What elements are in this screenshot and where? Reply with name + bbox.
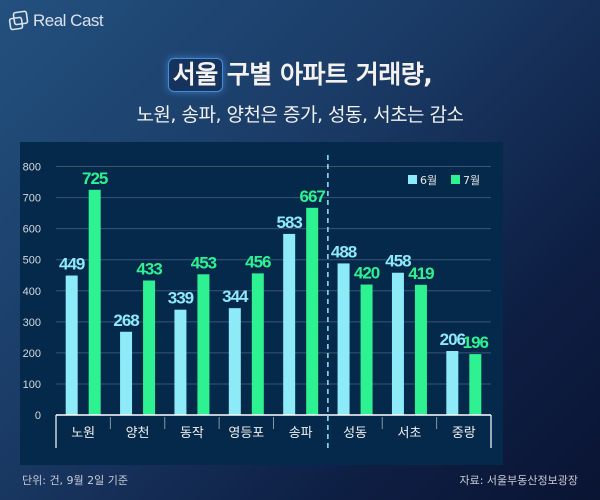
data-label: 419 <box>408 264 434 283</box>
legend-label-july: 7월 <box>463 174 480 187</box>
data-label: 458 <box>385 252 411 271</box>
bars <box>65 189 482 415</box>
y-axis-ticks: 0 100 200 300 400 500 600 700 800 <box>23 162 41 423</box>
y-tick-label: 500 <box>23 255 41 267</box>
bar-june <box>120 331 133 415</box>
bar-july <box>306 207 319 415</box>
x-tick-label: 중랑 <box>452 426 476 441</box>
y-tick-label: 0 <box>35 410 41 422</box>
unit-note: 단위: 건, 9월 2일 기준 <box>22 474 129 487</box>
y-tick-label: 300 <box>23 317 41 329</box>
data-label: 449 <box>59 255 85 274</box>
bar-june <box>283 233 296 415</box>
page-subtitle: 노원, 송파, 양천은 증가, 성동, 서초는 감소 <box>136 104 464 126</box>
x-tick-label: 서초 <box>397 426 421 441</box>
y-tick-label: 800 <box>23 162 41 174</box>
x-tick-label: 성동 <box>343 426 367 441</box>
bar-july <box>251 273 264 415</box>
title-highlight: 서울 <box>167 58 223 92</box>
legend-label-june: 6월 <box>420 174 437 187</box>
bar-july <box>143 280 156 415</box>
legend: 6월 7월 <box>408 174 480 187</box>
bar-july <box>88 189 101 415</box>
data-label: 420 <box>354 264 380 283</box>
source-note: 자료: 서울부동산정보광장 <box>459 474 578 487</box>
realcast-logo-icon <box>8 10 29 31</box>
data-label: 339 <box>168 289 194 308</box>
bar-july <box>469 354 482 415</box>
bar-july <box>197 274 210 415</box>
data-label: 196 <box>463 333 489 352</box>
page-title: 서울 구별 아파트 거래량, <box>0 55 600 92</box>
y-tick-label: 700 <box>23 193 41 205</box>
x-tick-label: 양천 <box>126 426 150 441</box>
x-tick-label: 송파 <box>289 426 313 441</box>
legend-swatch-july <box>451 175 460 184</box>
data-labels: 449 725 268 433 339 453 344 456 583 667 488 420 4584… <box>59 169 490 352</box>
y-tick-label: 200 <box>23 348 41 360</box>
brand-logo: Real Cast <box>8 10 104 32</box>
data-label: 725 <box>82 169 108 188</box>
bar-july <box>360 284 373 415</box>
brand-name: Real Cast <box>33 11 104 30</box>
data-label: 488 <box>331 242 357 261</box>
data-label: 453 <box>191 253 217 272</box>
y-tick-label: 600 <box>23 224 41 236</box>
data-label: 667 <box>300 187 326 206</box>
bar-june <box>65 275 78 415</box>
data-label: 206 <box>440 330 466 349</box>
bar-june <box>337 263 350 415</box>
bar-june <box>446 351 459 415</box>
x-tick-label: 노원 <box>71 426 95 441</box>
legend-swatch-june <box>408 175 417 184</box>
x-tick-label: 동작 <box>180 426 204 441</box>
bar-june <box>228 308 241 415</box>
x-tick-label: 영등포 <box>228 426 264 441</box>
data-label: 456 <box>245 252 271 271</box>
bar-june <box>391 272 404 415</box>
data-label: 433 <box>136 259 162 278</box>
title-rest: 구별 아파트 거래량, <box>226 60 433 89</box>
y-tick-label: 400 <box>23 286 41 298</box>
data-label: 344 <box>222 287 249 306</box>
bar-july <box>414 284 427 415</box>
bar-june <box>174 309 187 415</box>
data-label: 583 <box>277 213 303 232</box>
x-axis: 노원 양천 동작 영등포 송파 성동 서초 중랑 <box>55 155 492 452</box>
y-tick-label: 100 <box>23 379 41 391</box>
data-label: 268 <box>113 311 139 330</box>
